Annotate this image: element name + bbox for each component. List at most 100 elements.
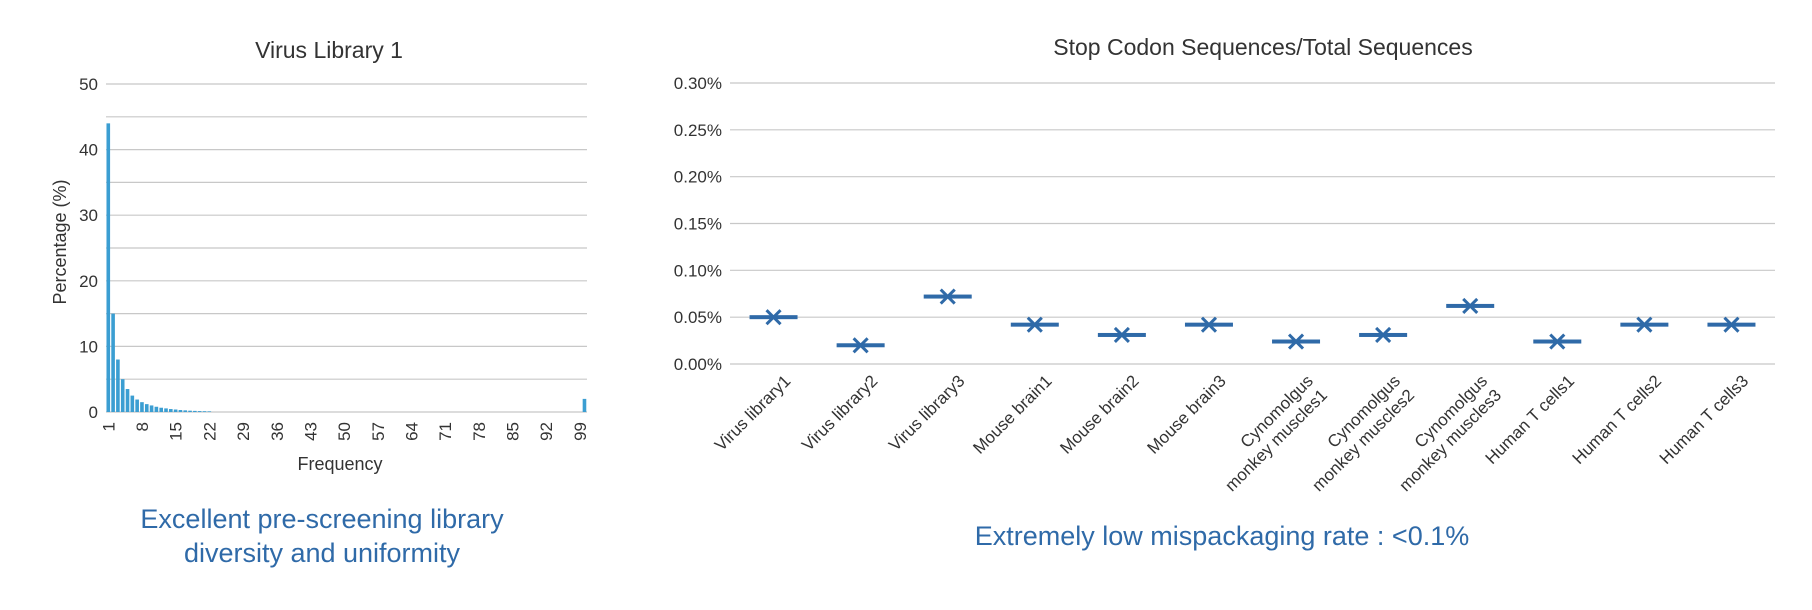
left-x-tick-label: 36 — [268, 422, 287, 441]
right-x-tick-label: Virus library1 — [711, 371, 794, 454]
left-x-tick-label: 85 — [503, 422, 522, 441]
right-marker-x — [765, 309, 782, 326]
left-bar — [164, 408, 168, 412]
left-bar — [173, 409, 178, 412]
right-x-tick-label: Virus library2 — [798, 371, 881, 454]
right-marker-x — [1723, 316, 1740, 333]
left-x-tick-label: 78 — [470, 422, 489, 441]
left-y-tick-label: 30 — [79, 206, 98, 225]
right-y-ticks: 0.00% 0.05% 0.10% 0.15% 0.20% 0.25% 0.30% — [674, 74, 722, 374]
right-marker-x — [1200, 316, 1218, 333]
left-x-ticks: 1 8 15 22 29 36 43 50 57 64 71 78 85 92 99 — [99, 422, 589, 441]
right-caption: Extremely low mispackaging rate : <0.1% — [975, 521, 1469, 551]
left-bar — [154, 406, 159, 412]
right-marker — [749, 309, 798, 326]
right-marker — [1620, 316, 1669, 333]
left-bar — [144, 404, 149, 412]
left-x-tick-label: 15 — [167, 422, 186, 441]
right-marker-x — [1375, 326, 1392, 344]
right-marker — [1446, 297, 1495, 314]
left-x-tick-label: 99 — [571, 422, 590, 441]
left-bar — [135, 399, 139, 412]
left-x-tick-label: 1 — [99, 422, 118, 431]
right-y-tick-label: 0.00% — [674, 355, 722, 374]
right-gridlines — [730, 82, 1775, 365]
right-x-ticks: Virus library1 Virus library2 Virus librar… — [711, 371, 1752, 495]
left-y-ticks: 0 10 20 30 40 50 — [79, 75, 98, 422]
right-marker-x — [1636, 316, 1653, 333]
left-x-tick-label: 92 — [537, 422, 556, 441]
left-bar — [120, 379, 125, 412]
left-gridlines — [106, 83, 587, 413]
left-x-tick-label: 50 — [335, 422, 354, 441]
left-y-tick-label: 20 — [79, 272, 98, 291]
left-bar — [106, 123, 111, 413]
right-x-tick-label: Mouse brain1 — [969, 371, 1055, 457]
right-y-tick-label: 0.25% — [674, 121, 722, 140]
right-marker-x — [939, 288, 956, 305]
left-bar — [197, 411, 202, 412]
left-y-axis-label: Percentage (%) — [50, 179, 70, 304]
left-y-tick-label: 50 — [79, 75, 98, 94]
right-marker — [1707, 316, 1756, 333]
right-marker — [1184, 316, 1233, 333]
right-marker-x — [852, 337, 869, 354]
left-caption-line-1: Excellent pre-screening library — [140, 504, 504, 534]
left-x-axis-label: Frequency — [297, 454, 382, 474]
left-y-tick-label: 10 — [79, 337, 98, 356]
right-x-tick-label: Human T cells2 — [1569, 371, 1666, 468]
left-bar — [207, 411, 212, 412]
left-bar — [149, 405, 154, 412]
right-marker — [836, 337, 885, 354]
left-bar — [125, 389, 130, 412]
left-x-tick-label: 8 — [133, 422, 152, 431]
left-bar — [159, 407, 163, 412]
right-marker-x — [1287, 333, 1305, 350]
right-x-tick-label: Human T cells3 — [1656, 371, 1753, 468]
right-marker — [1010, 316, 1059, 333]
left-x-tick-label: 22 — [200, 422, 219, 441]
left-bar — [116, 359, 120, 412]
left-bar — [178, 410, 183, 412]
left-x-tick-label: 71 — [436, 422, 455, 441]
left-bar — [193, 410, 197, 412]
right-marker-x — [1462, 297, 1479, 314]
left-x-tick-label: 43 — [301, 422, 320, 441]
right-marker — [1272, 333, 1321, 350]
left-x-tick-label: 64 — [402, 422, 421, 441]
left-chart-title: Virus Library 1 — [255, 37, 403, 63]
right-x-tick-label: Mouse brain3 — [1144, 371, 1230, 457]
right-y-tick-label: 0.05% — [674, 308, 722, 327]
right-marker — [923, 288, 972, 305]
left-bar — [582, 398, 587, 412]
right-chart-title: Stop Codon Sequences/Total Sequences — [1053, 34, 1472, 60]
left-y-tick-label: 0 — [89, 403, 98, 422]
right-marker — [1097, 326, 1146, 344]
right-markers — [749, 288, 1756, 354]
left-x-tick-label: 57 — [369, 422, 388, 441]
right-marker — [1533, 333, 1582, 350]
right-y-tick-label: 0.20% — [674, 168, 722, 187]
left-x-tick-label: 29 — [234, 422, 253, 441]
right-y-tick-label: 0.30% — [674, 74, 722, 93]
left-caption-line-2: diversity and uniformity — [184, 538, 461, 568]
right-x-tick-label: Human T cells1 — [1482, 371, 1579, 468]
left-y-tick-label: 40 — [79, 141, 98, 160]
left-bar — [202, 411, 207, 412]
right-marker-x — [1113, 326, 1130, 344]
left-bar — [188, 410, 192, 412]
left-bar — [130, 395, 135, 412]
left-bar — [169, 409, 173, 412]
left-bars — [106, 123, 587, 413]
left-bar — [183, 410, 188, 412]
right-marker-x — [1026, 316, 1043, 333]
right-marker — [1359, 326, 1408, 344]
right-y-tick-label: 0.15% — [674, 215, 722, 234]
right-x-tick-label: Mouse brain2 — [1056, 371, 1142, 457]
right-y-tick-label: 0.10% — [674, 261, 722, 280]
left-bar — [111, 313, 115, 412]
left-bar — [140, 402, 144, 412]
right-x-tick-label: Virus library3 — [885, 371, 968, 454]
right-marker-x — [1549, 333, 1566, 350]
